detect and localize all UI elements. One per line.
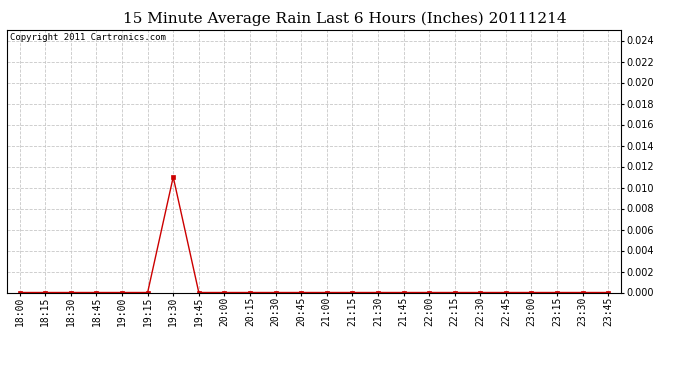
- Text: Copyright 2011 Cartronics.com: Copyright 2011 Cartronics.com: [10, 33, 166, 42]
- Text: 15 Minute Average Rain Last 6 Hours (Inches) 20111214: 15 Minute Average Rain Last 6 Hours (Inc…: [124, 11, 566, 26]
